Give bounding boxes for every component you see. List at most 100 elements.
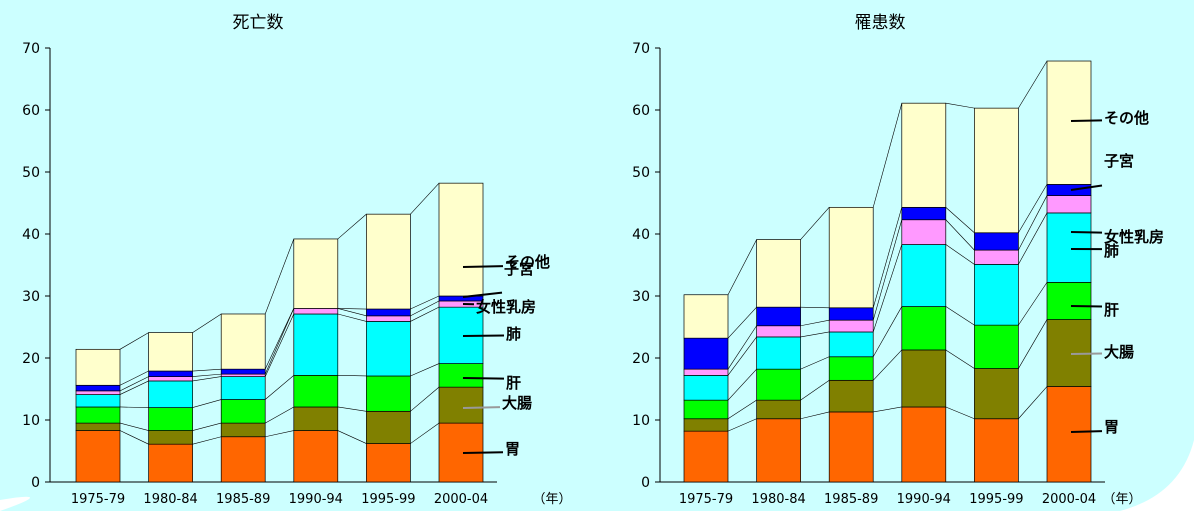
chart2-bar-6-0: [684, 295, 728, 338]
chart1-bar-2-2: [221, 400, 265, 424]
chart2-bar-0-3: [902, 407, 946, 482]
chart1-title: 死亡数: [233, 13, 284, 33]
chart1-bar-3-2: [221, 377, 265, 400]
chart2-y-tick-label: 40: [632, 227, 650, 243]
chart1-x-tick-label: 1985-89: [216, 492, 270, 507]
chart1-bar-5-4: [366, 309, 410, 316]
chart1-y-tick-label: 10: [22, 413, 40, 429]
chart2-bar-2-2: [829, 357, 873, 381]
chart1-bar-6-1: [149, 333, 193, 371]
chart2-y-tick-label: 60: [632, 103, 650, 119]
chart2-bar-4-4: [974, 250, 1018, 264]
chart2-bar-5-4: [974, 233, 1018, 250]
chart1-bar-4-2: [221, 374, 265, 376]
chart2-y-tick-label: 50: [632, 165, 650, 181]
chart1-y-tick-label: 60: [22, 103, 40, 119]
chart1-bar-0-2: [221, 437, 265, 482]
chart1-bar-3-3: [294, 314, 338, 375]
chart1-y-tick-label: 20: [22, 351, 40, 367]
chart2-y-tick-label: 70: [632, 41, 650, 57]
chart1-series-label-4: 女性乳房: [476, 298, 536, 316]
chart1-bar-2-3: [294, 375, 338, 407]
chart1-bar-4-1: [149, 377, 193, 381]
chart1-bar-0-4: [366, 444, 410, 482]
chart1-series-label-0: 胃: [505, 440, 520, 458]
chart1-bar-1-2: [221, 423, 265, 437]
chart2-bar-3-4: [974, 264, 1018, 325]
chart1-x-tick-label: 2000-04: [434, 492, 488, 507]
chart2-series-label-5: 子宮: [1104, 152, 1134, 170]
chart2-bar-6-5: [1047, 61, 1091, 184]
chart1-bar-4-3: [294, 308, 338, 314]
chart1-bar-1-1: [149, 431, 193, 445]
chart1-bar-6-3: [294, 239, 338, 308]
chart1-y-tick-label: 30: [22, 289, 40, 305]
chart1-bar-1-4: [366, 411, 410, 443]
chart1-bar-3-4: [366, 321, 410, 376]
chart2-bar-4-2: [829, 320, 873, 332]
chart1-bar-1-5: [439, 387, 483, 423]
chart2-bar-1-2: [829, 380, 873, 412]
chart2-bar-4-3: [902, 220, 946, 245]
chart2-bar-2-4: [974, 325, 1018, 368]
chart2-bar-4-5: [1047, 196, 1091, 213]
chart1-series-label-1: 大腸: [502, 394, 532, 412]
chart2-series-label-1: 大腸: [1104, 343, 1134, 361]
chart2-x-tick-label: 1990-94: [897, 492, 951, 507]
chart2-bar-0-0: [684, 431, 728, 482]
chart1-y-tick-label: 0: [31, 475, 40, 491]
chart2-series-label-0: 胃: [1104, 418, 1119, 436]
chart2-bar-0-2: [829, 412, 873, 482]
chart2-x-tick-label: 1985-89: [824, 492, 878, 507]
chart2-label-leader-6: [1071, 120, 1102, 121]
chart2-y-tick-label: 10: [632, 413, 650, 429]
chart1-y-tick-label: 70: [22, 41, 40, 57]
chart2-x-tick-label: 2000-04: [1042, 492, 1096, 507]
chart2-y-tick-label: 20: [632, 351, 650, 367]
chart1-bar-0-0: [76, 431, 120, 482]
chart2-bar-3-2: [829, 332, 873, 357]
chart2-bar-6-1: [757, 240, 801, 308]
chart1-bar-3-1: [149, 381, 193, 408]
chart1-bar-3-0: [76, 395, 120, 407]
chart2-bar-4-0: [684, 369, 728, 375]
chart1-bar-6-0: [76, 349, 120, 385]
chart2-label-leader-4: [1071, 232, 1102, 233]
chart2-x-tick-label: 1975-79: [679, 492, 733, 507]
chart1-label-leader-6: [463, 266, 503, 267]
chart2-series-label-6: その他: [1104, 109, 1149, 127]
chart2-bar-6-4: [974, 108, 1018, 233]
chart2-label-leader-0: [1071, 431, 1102, 432]
chart2-bar-5-2: [829, 308, 873, 320]
chart2-bar-2-3: [902, 307, 946, 350]
chart2-bar-3-5: [1047, 213, 1091, 282]
chart1-bar-2-1: [149, 408, 193, 431]
chart2-bar-1-4: [974, 369, 1018, 419]
chart1-x-tick-label: 1980-84: [143, 492, 197, 507]
chart1-y-tick-label: 50: [22, 165, 40, 181]
chart2-series-label-4: 女性乳房: [1104, 228, 1164, 246]
chart1-bar-0-1: [149, 444, 193, 482]
chart1-bar-6-4: [366, 214, 410, 309]
chart1-bar-4-0: [76, 391, 120, 395]
chart2-bar-3-0: [684, 375, 728, 400]
chart2-x-tick-label: 1995-99: [969, 492, 1023, 507]
chart1-bar-5-0: [76, 385, 120, 391]
chart2-bar-1-1: [757, 400, 801, 419]
chart1-x-tick-label: 1995-99: [361, 492, 415, 507]
chart2-bar-6-2: [829, 207, 873, 307]
chart2-x-unit-label: （年）: [1102, 492, 1141, 507]
chart1-series-label-2: 肝: [506, 374, 521, 392]
chart2-title: 罹患数: [855, 13, 906, 33]
chart1-bar-4-4: [366, 316, 410, 322]
chart1-bar-2-5: [439, 364, 483, 388]
chart1-bar-2-4: [366, 376, 410, 411]
chart1-series-label-6: その他: [505, 253, 550, 271]
chart2-bar-2-5: [1047, 282, 1091, 319]
chart1-bar-1-3: [294, 407, 338, 431]
chart2-bar-6-3: [902, 103, 946, 207]
chart1-bar-6-5: [439, 183, 483, 296]
chart2-bar-1-3: [902, 350, 946, 407]
